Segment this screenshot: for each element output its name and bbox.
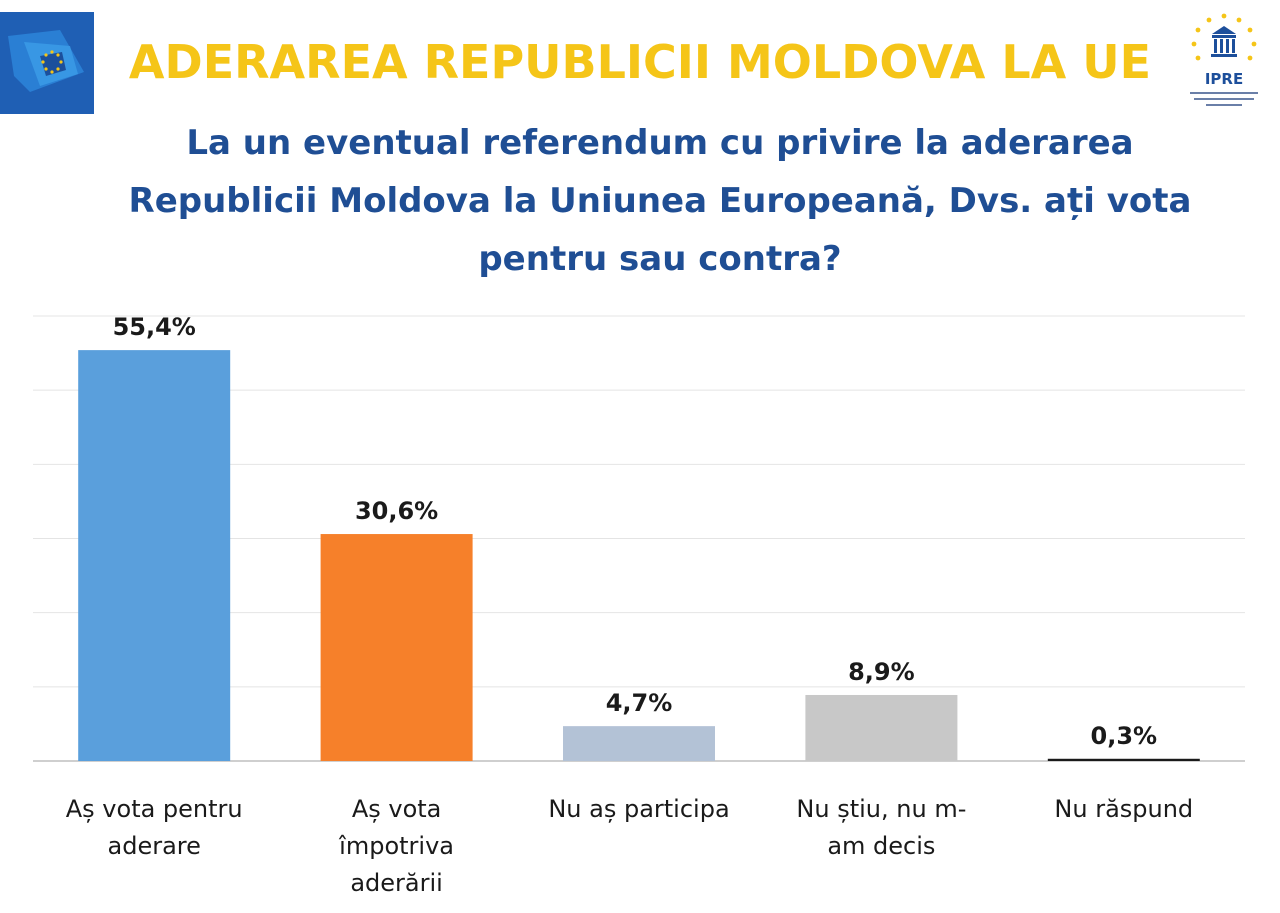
question-line: La un eventual referendum cu privire la …: [186, 123, 1134, 163]
data-label: 0,3%: [1091, 722, 1158, 750]
ipre-logo-text: IPRE: [1204, 70, 1244, 88]
chart-bars: [78, 350, 1200, 761]
category-label: Nu știu, nu m-: [796, 795, 966, 823]
bar: [563, 726, 715, 761]
ipre-emblem-icon: [1190, 13, 1258, 106]
question-line: pentru sau contra?: [478, 239, 842, 279]
bar-chart: 55,4% 30,6% 4,7% 8,9% 0,3% Aș vota pentru ade…: [33, 313, 1245, 897]
chart-category-labels: Aș vota pentru aderare Aș vota împotriva ade…: [66, 795, 1193, 897]
data-label: 4,7%: [606, 689, 673, 717]
category-label: aderare: [108, 832, 201, 860]
ipre-logo: IPRE: [1176, 8, 1272, 116]
category-label: Aș vota pentru: [66, 795, 243, 823]
bar: [1047, 758, 1200, 761]
category-label: împotriva: [338, 832, 454, 860]
eu-logo: [0, 12, 94, 114]
eu-flag-icon: [8, 30, 84, 92]
data-label: 30,6%: [355, 497, 438, 525]
chart-value-labels: 55,4% 30,6% 4,7% 8,9% 0,3%: [113, 313, 1158, 750]
category-label: Nu aș participa: [548, 795, 729, 823]
bar: [320, 534, 473, 761]
category-label: Nu răspund: [1054, 795, 1193, 823]
data-label: 55,4%: [113, 313, 196, 341]
chart-gridlines: [33, 315, 1245, 762]
data-label: 8,9%: [848, 658, 915, 686]
category-label: am decis: [827, 832, 935, 860]
question-text: La un eventual referendum cu privire la …: [60, 114, 1260, 288]
question-line: Republicii Moldova la Uniunea Europeană,…: [128, 181, 1192, 221]
bar: [78, 350, 231, 761]
category-label: Aș vota: [352, 795, 442, 823]
category-label: aderării: [350, 869, 442, 897]
bar: [805, 694, 958, 761]
page-title: ADERAREA REPUBLICII MOLDOVA LA UE: [128, 35, 1152, 89]
